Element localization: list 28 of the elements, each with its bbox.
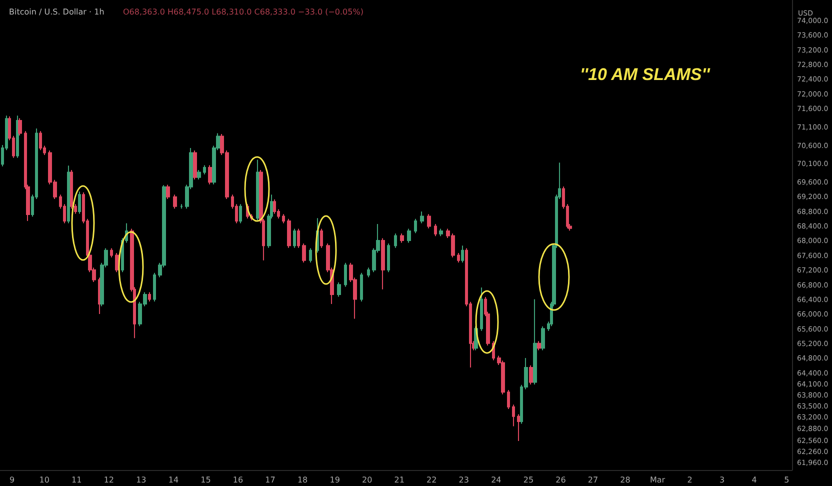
x-tick-label: 18 <box>297 476 308 484</box>
x-tick-label: Mar <box>650 476 666 484</box>
x-tick-label: 21 <box>394 476 404 484</box>
x-tick-label: 9 <box>10 476 15 484</box>
x-tick-label: 23 <box>458 476 469 484</box>
x-tick-label: 14 <box>168 476 179 484</box>
x-tick-label: 26 <box>556 476 566 484</box>
x-tick-label: 20 <box>362 476 372 484</box>
x-tick-label: 28 <box>620 476 630 484</box>
x-tick-label: 4 <box>752 476 757 484</box>
text: O68,363.0 H68,475.0 L68,310.0 C68,333.0 −33.0 (−0.05%) <box>123 8 364 16</box>
x-tick-label: 13 <box>136 476 146 484</box>
text: Bitcoin / U.S. Dollar · 1h <box>9 8 104 16</box>
x-tick-label: 17 <box>265 476 276 484</box>
x-tick-label: 19 <box>330 476 340 484</box>
x-tick-label: 24 <box>491 476 502 484</box>
x-tick-label: 27 <box>588 476 598 484</box>
x-tick-label: 11 <box>72 476 82 484</box>
x-tick-label: 12 <box>104 476 114 484</box>
x-tick-label: 3 <box>720 476 725 484</box>
x-tick-label: 22 <box>426 476 437 484</box>
x-tick-label: 2 <box>687 476 692 484</box>
x-tick-label: 10 <box>39 476 50 484</box>
x-tick-label: 16 <box>232 476 244 484</box>
x-tick-label: 15 <box>200 476 211 484</box>
x-tick-label: 25 <box>523 476 534 484</box>
annotation: ''10 AM SLAMS'' <box>580 65 711 84</box>
x-tick-label: 5 <box>784 476 790 484</box>
